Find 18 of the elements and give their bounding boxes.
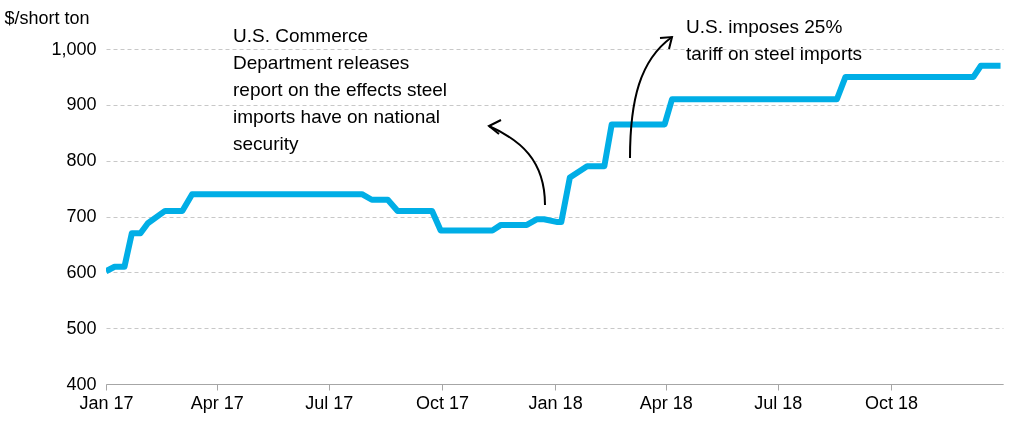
y-tick-label: 700 <box>66 206 97 226</box>
x-tick-label: Apr 17 <box>190 392 244 413</box>
y-tick-label: 400 <box>66 373 97 394</box>
y-tick-label: 500 <box>66 317 97 338</box>
annotation: U.S. imposes 25% tariff on steel imports <box>686 15 863 66</box>
y-tick-label: 900 <box>66 94 97 115</box>
x-tick-label: Jul 17 <box>305 392 354 413</box>
y-tick-label: 600 <box>66 261 97 282</box>
x-tick-label: Oct 17 <box>415 392 469 413</box>
x-tick-label: Jul 18 <box>754 392 803 413</box>
x-tick-label: Oct 18 <box>865 392 919 413</box>
x-tick-label: Jan 17 <box>79 392 134 413</box>
x-tick-label: Apr 18 <box>639 392 693 413</box>
y-tick-label: 1,000 <box>51 38 97 59</box>
x-tick-label: Jan 18 <box>528 392 583 413</box>
y-tick-label: 800 <box>66 150 97 171</box>
annotation: U.S. Commerce Department releases report on the effects steel imports have on national security <box>233 24 449 156</box>
y-axis-title: $/short ton <box>4 7 90 28</box>
